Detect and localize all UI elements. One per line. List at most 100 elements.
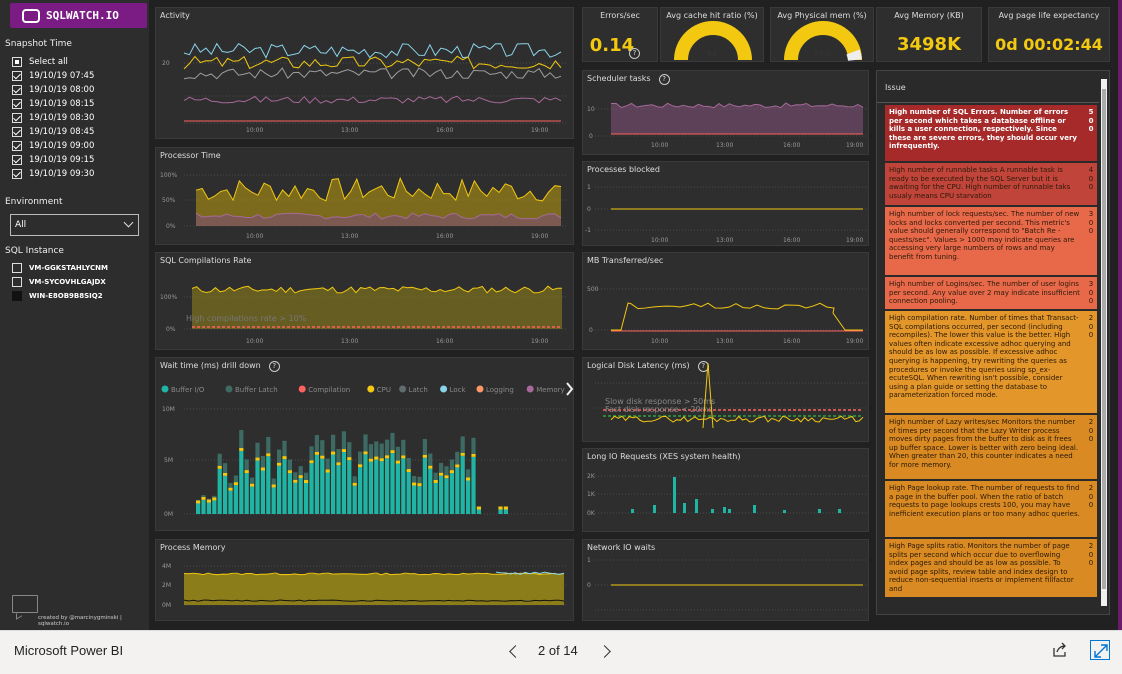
bar [444,475,449,479]
y-tick-label: 100% [160,172,177,179]
bar [260,467,265,471]
issue-table[interactable]: Issue High number of SQL Errors. Number … [876,70,1110,615]
physical-mem-kpi[interactable]: Avg Physical mem (%) 94% [770,7,874,62]
issue-row[interactable]: High number of Logins/sec. The number of… [885,277,1097,309]
snapshot-item[interactable]: 19/10/19 08:15 [12,97,94,110]
panel-title: Processes blocked [587,165,660,174]
next-page-icon[interactable] [598,643,616,661]
disk-latency-panel[interactable]: Logical Disk Latency (ms)? Slow disk res… [582,357,869,442]
x-tick-label: 13:00 [341,338,358,345]
bar [412,485,417,514]
panel-title: SQL Compilations Rate [160,256,252,265]
bar [439,462,444,473]
bar [368,461,373,514]
report-canvas: SQLWATCH.IO Snapshot Time Select all 19/… [0,0,1122,630]
bar [406,458,411,470]
network-chart: 10 [587,557,868,611]
bar [385,458,390,514]
kpi-value: 3498K [896,34,962,55]
share-icon[interactable] [1052,642,1068,658]
snapshot-item[interactable]: 19/10/19 08:45 [12,125,94,138]
bar [287,470,292,474]
prev-page-icon[interactable] [505,643,523,661]
activity-panel[interactable]: Activity 20 10:00 13:00 16:00 19:00 [155,7,574,139]
bar [476,506,481,510]
comment-icon[interactable] [12,595,38,613]
bar [460,455,465,514]
errors-kpi[interactable]: Errors/sec 0.14 ? [582,7,658,62]
table-header[interactable]: Issue [877,71,1099,103]
avg-memory-kpi[interactable]: Avg Memory (KB) 3498K [876,7,982,62]
instance-item[interactable]: VM-GGKSTAHLYCNM [12,261,108,274]
issue-row[interactable]: High number of Lazy writes/sec Monitors … [885,415,1097,479]
snapshot-item[interactable]: 19/10/19 09:00 [12,139,94,152]
bar [325,458,330,470]
legend-marker [161,385,169,393]
bar [728,509,731,513]
help-icon[interactable]: ? [658,74,670,85]
blocked-panel[interactable]: Processes blocked 1 0 -1 10:00 13:00 16:00 19:… [582,161,869,246]
checkbox-icon [12,98,22,109]
bar [244,473,249,514]
bar [711,509,714,513]
bar [223,472,228,476]
cache-hit-kpi[interactable]: Avg cache hit ratio (%) 99 [660,7,764,62]
bar [695,499,698,513]
snapshot-item[interactable]: 19/10/19 08:30 [12,111,94,124]
table-scrollbar[interactable] [1101,79,1107,606]
bar [673,477,676,513]
issue-row[interactable]: High compilation rate. Number of times t… [885,311,1097,413]
series-area [184,574,564,605]
mb-transferred-panel[interactable]: MB Transferred/sec 500 0 10:00 13:00 16:00 19… [582,252,869,350]
scheduler-panel[interactable]: Scheduler tasks? 10 0 10:00 13:00 16:00 19:00 [582,70,869,155]
process-memory-chart: 4M 2M 0M [162,563,566,609]
snapshot-item[interactable]: 19/10/19 08:00 [12,83,94,96]
sqlwatch-logo: SQLWATCH.IO [10,3,147,28]
snapshot-item[interactable]: 19/10/19 07:45 [12,69,94,82]
environment-dropdown[interactable]: All [10,214,139,236]
y-tick-label: 20 [162,60,170,67]
series-line [191,285,562,294]
long-io-panel[interactable]: Long IO Requests (XES system health) 2K 1… [582,448,869,532]
x-tick-label: 10:00 [246,233,263,240]
scrollbar-thumb[interactable] [1102,89,1106,589]
snapshot-item[interactable]: 19/10/19 09:15 [12,153,94,166]
waits-panel[interactable]: Wait time (ms) drill down? Buffer I/O Buf… [155,357,574,531]
processor-panel[interactable]: Processor Time 100% 50% 0% 10:00 13:00 16:00 1… [155,147,574,245]
instance-item[interactable]: WIN-E8OB9B8SIQ2 [12,289,103,302]
bar [196,499,201,501]
instance-item[interactable]: VM-SYCOVHLGAJDX [12,275,106,288]
process-memory-panel[interactable]: Process Memory 4M 2M 0M [155,539,574,621]
bar [395,446,400,461]
fullscreen-icon[interactable] [1090,640,1110,660]
bar [471,453,476,457]
page-life-kpi[interactable]: Avg page life expectancy 0d 00:02:44 [988,7,1110,62]
bar [428,468,433,514]
bar [363,451,368,455]
issue-row[interactable]: High number of SQL Errors. Number of err… [885,105,1097,161]
blocked-chart: 1 0 -1 10:00 13:00 16:00 19:00 [585,184,868,244]
bar [271,484,276,488]
select-all-checkbox[interactable]: Select all [12,55,68,68]
series-line [183,55,562,70]
bar [466,480,471,514]
issue-row[interactable]: High Page splits ratio. Monitors the num… [885,539,1097,597]
issue-row[interactable]: High number of lock requests/sec. The nu… [885,207,1097,275]
compilations-panel[interactable]: SQL Compilations Rate 100% 0% High compila… [155,252,574,350]
help-icon[interactable]: ? [629,48,640,59]
bar [217,465,222,469]
kpi-title: Errors/sec [600,11,640,20]
bar [282,459,287,514]
panel-title: Network IO waits [587,543,656,552]
bar [255,442,260,458]
issue-row[interactable]: High Page lookup rate. The number of req… [885,481,1097,537]
checkbox-icon [12,56,22,67]
help-icon[interactable]: ? [268,361,280,372]
bar [368,444,373,459]
issue-row[interactable]: High number of runnable tasks A runnable… [885,163,1097,205]
series-line [183,95,562,104]
snapshot-item[interactable]: 19/10/19 09:30 [12,167,94,180]
bar [444,466,449,476]
